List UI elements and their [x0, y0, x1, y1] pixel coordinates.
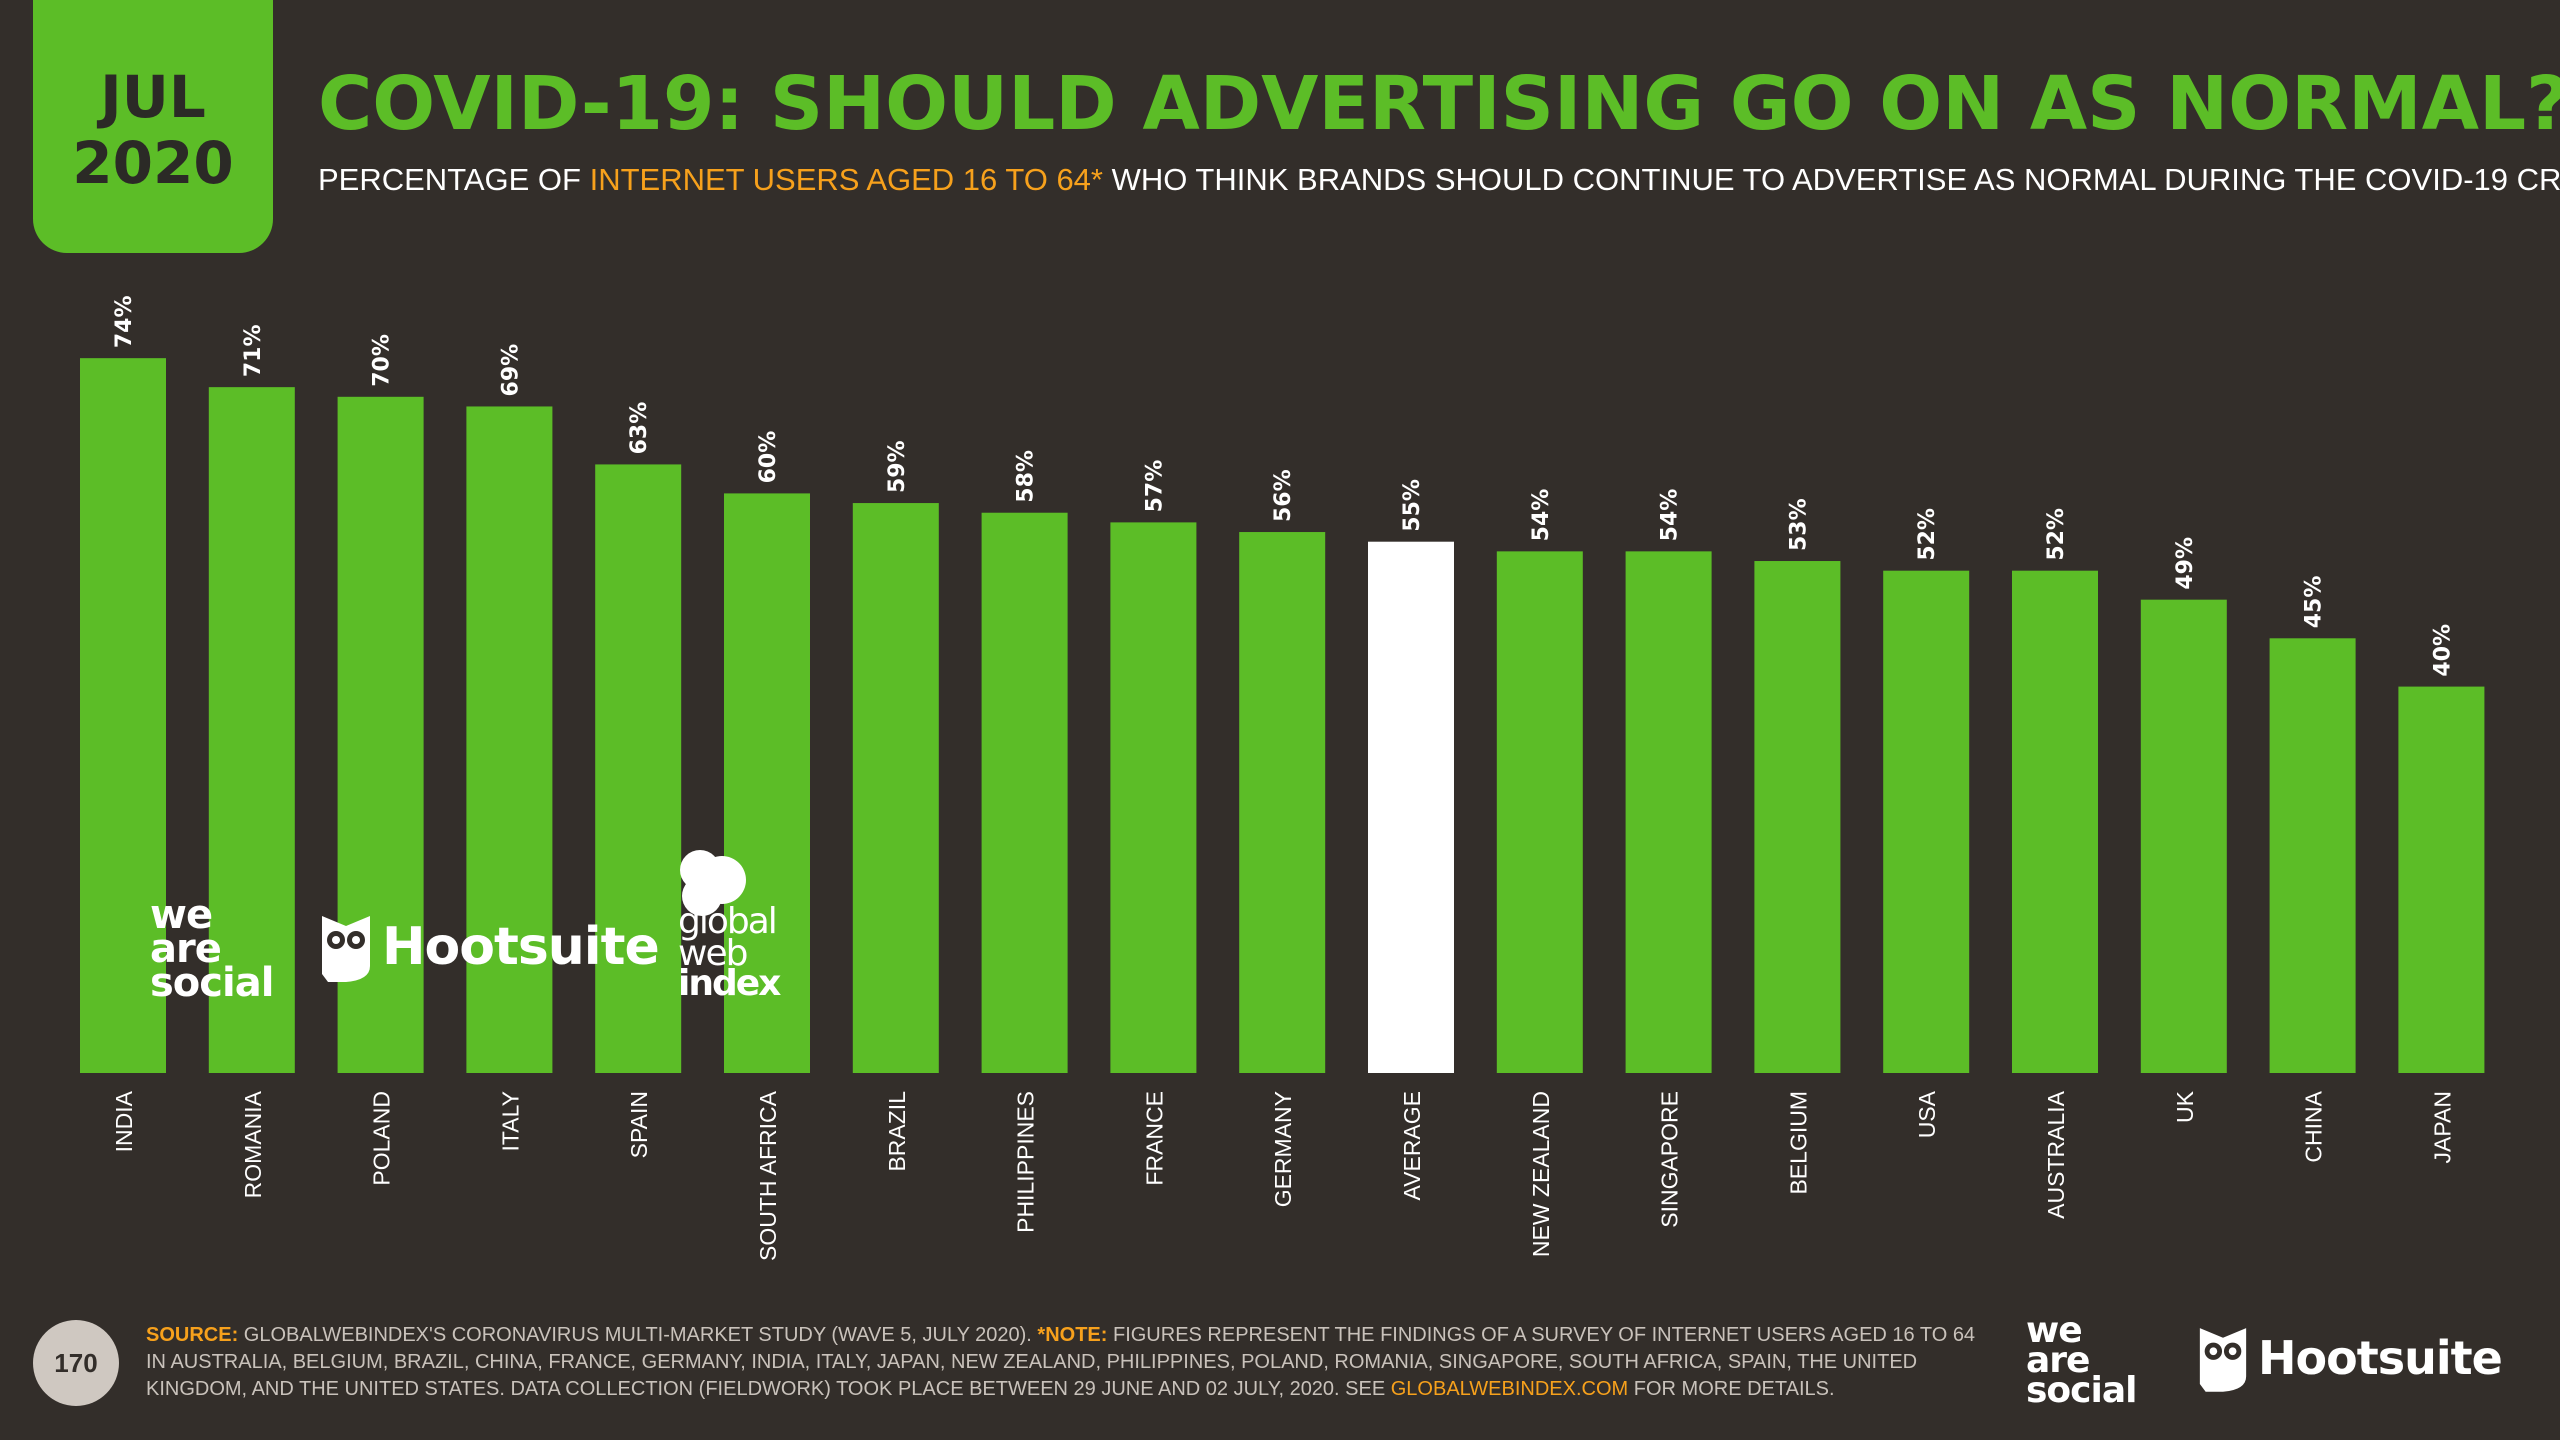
footer-logo-word-social: social: [2026, 1370, 2137, 1411]
page-title: COVID-19: SHOULD ADVERTISING GO ON AS NO…: [318, 61, 2560, 147]
footer-hootsuite-logo: Hootsuite: [2196, 1322, 2503, 1394]
bar-brazil: [852, 503, 939, 1073]
page-number: 170: [33, 1320, 119, 1406]
bar-romania: [208, 387, 295, 1073]
value-label-japan: 40%: [2430, 624, 2455, 677]
subtitle-highlight: INTERNET USERS AGED 16 TO 64*: [589, 162, 1103, 197]
value-label-average: 55%: [1400, 479, 1425, 532]
category-label-spain: SPAIN: [626, 1091, 652, 1158]
category-label-india: INDIA: [111, 1090, 137, 1152]
value-label-australia: 52%: [2044, 508, 2069, 561]
end-text: FOR MORE DETAILS.: [1628, 1378, 1835, 1400]
category-label-germany: GERMANY: [1270, 1091, 1296, 1207]
note-text: FIGURES REPRESENT THE FINDINGS OF A SURV…: [146, 1324, 1976, 1400]
date-badge: JUL 2020: [33, 0, 273, 253]
logo-word-are: are: [150, 926, 222, 972]
source-label: SOURCE:: [146, 1324, 239, 1346]
subtitle-before: PERCENTAGE OF: [318, 162, 590, 197]
bar-italy: [466, 406, 553, 1074]
category-label-france: FRANCE: [1141, 1091, 1167, 1186]
category-label-south-africa: SOUTH AFRICA: [755, 1090, 781, 1261]
cloud-icon: [680, 850, 746, 916]
bar-india: [80, 358, 166, 1073]
category-label-philippines: PHILIPPINES: [1013, 1091, 1039, 1233]
gwi-word-web: web: [678, 933, 748, 974]
category-label-poland: POLAND: [369, 1091, 395, 1186]
footer-logo-word-we: we: [2026, 1310, 2083, 1351]
badge-month: JUL: [100, 62, 206, 131]
category-label-romania: ROMANIA: [240, 1090, 266, 1198]
hootsuite-wordmark: Hootsuite: [382, 917, 660, 977]
bar-new-zealand: [1496, 551, 1583, 1073]
footer-hootsuite-wordmark: Hootsuite: [2258, 1331, 2503, 1385]
source-note: SOURCE: GLOBALWEBINDEX'S CORONAVIRUS MUL…: [146, 1322, 1986, 1403]
value-label-spain: 63%: [627, 402, 652, 455]
bar-china: [2269, 638, 2356, 1073]
logo-word-social: social: [150, 960, 274, 1006]
value-label-singapore: 54%: [1658, 489, 1683, 542]
gwi-logo: global web index: [678, 848, 858, 1008]
category-label-italy: ITALY: [497, 1091, 523, 1152]
bar-usa: [1883, 570, 1970, 1073]
value-label-india: 74%: [112, 295, 137, 348]
hootsuite-logo: Hootsuite: [318, 910, 660, 984]
value-label-france: 57%: [1142, 460, 1167, 513]
value-label-romania: 71%: [241, 324, 266, 377]
footer-we-are-social-logo: we are social: [2026, 1310, 2137, 1411]
category-label-australia: AUSTRALIA: [2043, 1090, 2069, 1218]
category-label-new-zealand: NEW ZEALAND: [1528, 1091, 1554, 1257]
bar-average: [1368, 541, 1454, 1073]
bar-singapore: [1625, 551, 1712, 1073]
bar-france: [1110, 522, 1197, 1073]
footer-owl-icon: [2199, 1328, 2247, 1392]
bar-uk: [2140, 599, 2227, 1073]
bar-belgium: [1754, 561, 1841, 1073]
bar-japan: [2398, 686, 2485, 1073]
value-label-new-zealand: 54%: [1529, 489, 1554, 542]
owl-icon: [322, 916, 370, 982]
note-label: *NOTE:: [1037, 1324, 1108, 1346]
category-label-uk: UK: [2172, 1090, 2198, 1123]
bar-philippines: [981, 512, 1068, 1073]
category-label-average: AVERAGE: [1399, 1091, 1425, 1201]
value-label-germany: 56%: [1271, 469, 1296, 522]
bar-germany: [1239, 532, 1326, 1073]
category-label-japan: JAPAN: [2429, 1091, 2455, 1163]
gwi-word-index: index: [678, 963, 781, 1004]
bar-spain: [595, 464, 682, 1073]
value-label-poland: 70%: [370, 334, 395, 387]
value-label-usa: 52%: [1915, 508, 1940, 561]
category-label-brazil: BRAZIL: [884, 1091, 910, 1172]
category-label-china: CHINA: [2301, 1090, 2327, 1162]
we-are-social-logo: we are social: [150, 892, 274, 1006]
value-label-china: 45%: [2302, 576, 2327, 629]
value-label-belgium: 53%: [1786, 498, 1811, 551]
category-label-singapore: SINGAPORE: [1657, 1091, 1683, 1228]
subtitle-after: WHO THINK BRANDS SHOULD CONTINUE TO ADVE…: [1103, 162, 2560, 197]
logo-word-we: we: [150, 892, 213, 938]
footer-logo-word-are: are: [2026, 1340, 2090, 1381]
badge-year: 2020: [72, 128, 234, 197]
bar-australia: [2012, 570, 2098, 1073]
gwi-word-global: global: [678, 901, 778, 942]
value-label-uk: 49%: [2173, 537, 2198, 590]
subtitle: PERCENTAGE OF INTERNET USERS AGED 16 TO …: [318, 160, 2560, 200]
value-label-south-africa: 60%: [756, 431, 781, 484]
value-label-philippines: 58%: [1014, 450, 1039, 503]
value-label-italy: 69%: [498, 344, 523, 397]
value-label-brazil: 59%: [885, 440, 910, 493]
source-link[interactable]: GLOBALWEBINDEX.COM: [1390, 1378, 1629, 1400]
bar-south-africa: [724, 493, 810, 1073]
source-text: GLOBALWEBINDEX'S CORONAVIRUS MULTI-MARKE…: [238, 1324, 1038, 1346]
category-label-belgium: BELGIUM: [1785, 1091, 1811, 1195]
bar-chart: 74% INDIA 71% ROMANIA 70% POLAND 69% ITALY 63% SP…: [80, 295, 2485, 1261]
category-label-usa: USA: [1914, 1090, 1940, 1138]
